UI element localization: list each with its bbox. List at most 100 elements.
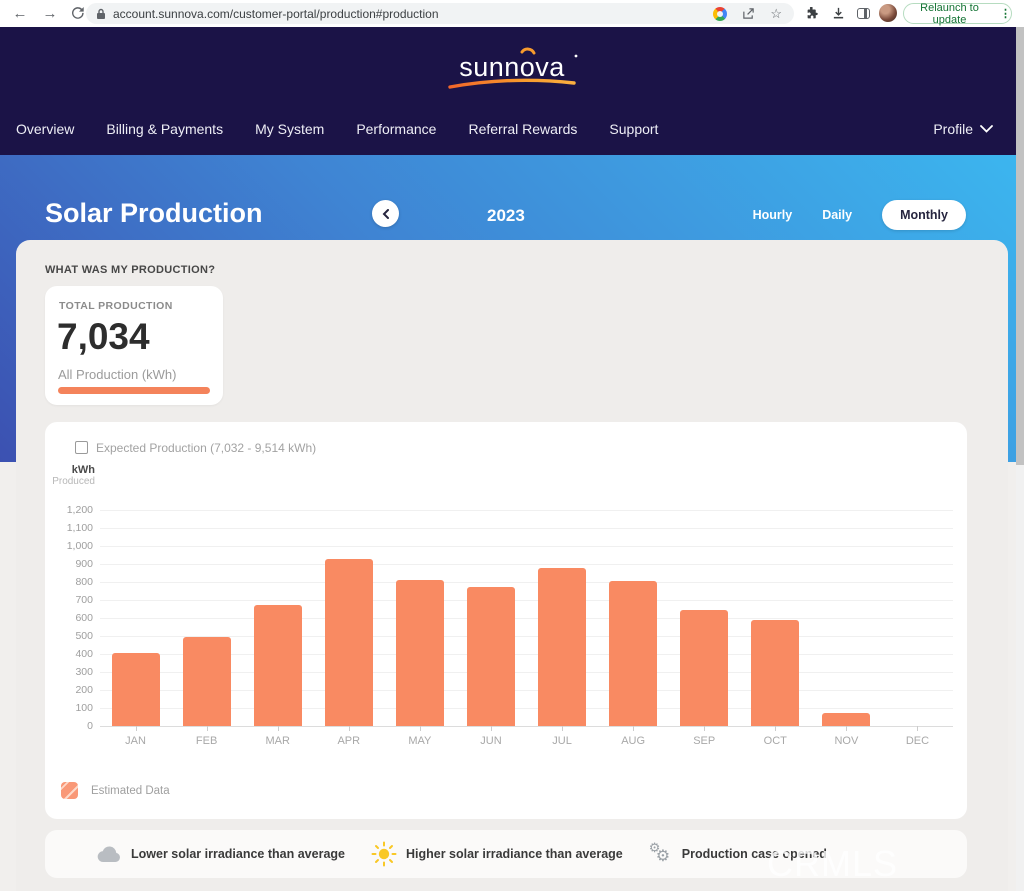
side-panel-icon[interactable]: [852, 0, 874, 27]
gridline-500: [100, 636, 953, 637]
scrollbar-thumb[interactable]: [1016, 27, 1024, 465]
y-tick-label-800: 800: [75, 576, 93, 588]
extensions-icon[interactable]: [801, 0, 823, 27]
gridline-400: [100, 654, 953, 655]
bar-feb[interactable]: [182, 636, 231, 726]
relaunch-button[interactable]: Relaunch to update ⋮: [903, 1, 1012, 26]
y-tick-label-0: 0: [87, 720, 93, 732]
gridline-800: [100, 582, 953, 583]
url-text[interactable]: account.sunnova.com/customer-portal/prod…: [113, 6, 439, 21]
expected-production-label: Expected Production (7,032 - 9,514 kWh): [96, 441, 317, 455]
scrollbar[interactable]: [1016, 27, 1024, 891]
bar-sep[interactable]: [680, 609, 729, 726]
y-tick-label-1200: 1,200: [66, 504, 93, 516]
gridline-300: [100, 672, 953, 673]
sun-icon: [371, 841, 397, 867]
nav-item-my-system[interactable]: My System: [255, 121, 325, 137]
x-tick-jul: [562, 726, 564, 731]
x-tick-dec: [917, 726, 919, 731]
bar-aug[interactable]: [609, 581, 658, 726]
nav-item-billing-payments[interactable]: Billing & Payments: [106, 121, 224, 137]
y-tick-label-700: 700: [75, 594, 93, 606]
y-tick-label-100: 100: [75, 702, 93, 714]
refresh-icon[interactable]: [66, 0, 90, 27]
chevron-down-icon: [980, 125, 993, 133]
x-tick-nov: [846, 726, 848, 731]
interval-tabs: Hourly Daily Monthly: [753, 200, 966, 230]
y-tick-label-400: 400: [75, 648, 93, 660]
x-label-nov: NOV: [834, 735, 859, 747]
tab-monthly[interactable]: Monthly: [882, 200, 966, 230]
nav-item-performance[interactable]: Performance: [356, 121, 437, 137]
bar-apr[interactable]: [324, 558, 373, 726]
bar-nov[interactable]: [822, 713, 871, 726]
x-tick-oct: [775, 726, 777, 731]
x-label-jun: JUN: [480, 735, 502, 747]
y-tick-label-500: 500: [75, 630, 93, 642]
x-tick-aug: [633, 726, 635, 731]
relaunch-label: Relaunch to update: [920, 1, 979, 26]
expected-production-checkbox[interactable]: [75, 441, 88, 454]
main-nav: Overview Billing & Payments My System Perfo…: [16, 121, 658, 137]
total-production-subtitle: All Production (kWh): [58, 367, 177, 382]
tab-daily[interactable]: Daily: [822, 208, 853, 222]
bar-jul[interactable]: [538, 567, 587, 726]
y-tick-label-900: 900: [75, 558, 93, 570]
x-label-jan: JAN: [125, 735, 146, 747]
x-tick-jan: [135, 726, 137, 731]
bar-may[interactable]: [395, 580, 444, 726]
total-production-value: 7,034: [57, 316, 150, 357]
x-tick-jun: [490, 726, 492, 731]
back-icon[interactable]: ←: [12, 5, 28, 22]
estimated-data-label: Estimated Data: [91, 784, 170, 797]
x-label-may: MAY: [408, 735, 432, 747]
google-icon[interactable]: [713, 6, 728, 21]
gridline-900: [100, 564, 953, 565]
gridline-700: [100, 600, 953, 601]
bar-jun[interactable]: [466, 586, 515, 726]
sunnova-logo[interactable]: sunnova: [0, 43, 1024, 95]
gridline-0: [100, 726, 953, 727]
gridline-1200: [100, 510, 953, 511]
forward-icon[interactable]: →: [42, 5, 58, 22]
bar-jan[interactable]: [111, 653, 160, 726]
y-axis-title-sub: Produced: [52, 476, 95, 487]
site-header: sunnova Overview Billing & Payments My Sys…: [0, 27, 1024, 155]
nav-item-referral-rewards[interactable]: Referral Rewards: [468, 121, 578, 137]
bar-mar[interactable]: [253, 604, 302, 726]
avatar[interactable]: [879, 4, 897, 22]
address-bar[interactable]: account.sunnova.com/customer-portal/prod…: [86, 3, 794, 24]
x-label-jul: JUL: [552, 735, 572, 747]
legend-label: Lower solar irradiance than average: [131, 847, 345, 861]
legend-label: Higher solar irradiance than average: [405, 847, 623, 861]
x-label-oct: OCT: [763, 735, 787, 747]
profile-menu[interactable]: Profile: [933, 121, 993, 137]
legend-item-production-case-opened: ⚙ ⚙ Production case opened: [649, 840, 827, 865]
y-tick-label-1000: 1,000: [66, 540, 93, 552]
x-label-sep: SEP: [693, 735, 716, 747]
previous-year-button[interactable]: [372, 200, 399, 227]
nav-item-overview[interactable]: Overview: [16, 121, 75, 137]
more-menu-icon[interactable]: ⋮: [1000, 8, 1011, 20]
total-production-card: TOTAL PRODUCTION 7,034 All Production (k…: [45, 286, 223, 405]
gridline-1100: [100, 528, 953, 529]
x-tick-sep: [704, 726, 706, 731]
gridline-200: [100, 690, 953, 691]
nav-item-support[interactable]: Support: [609, 121, 659, 137]
tab-hourly[interactable]: Hourly: [752, 208, 793, 222]
y-axis-title-main: kWh: [71, 464, 95, 476]
y-axis-title: kWh Produced: [45, 464, 95, 487]
estimated-data-swatch: [61, 782, 78, 799]
section-label: WHAT WAS MY PRODUCTION?: [45, 264, 216, 276]
bar-oct[interactable]: [751, 619, 800, 726]
production-chart-card: Expected Production (7,032 - 9,514 kWh) …: [45, 422, 967, 819]
y-tick-label-200: 200: [75, 684, 93, 696]
download-icon[interactable]: [827, 0, 849, 27]
watermark: CRMLS: [767, 843, 899, 884]
x-label-dec: DEC: [905, 735, 930, 747]
share-icon[interactable]: [742, 7, 755, 20]
cloud-icon: [97, 845, 122, 863]
lock-icon: [96, 8, 106, 20]
bookmark-star-icon[interactable]: ☆: [770, 5, 782, 21]
